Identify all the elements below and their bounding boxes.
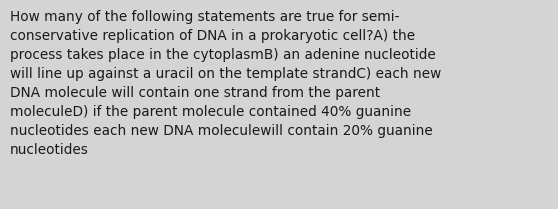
Text: How many of the following statements are true for semi-
conservative replication: How many of the following statements are…: [10, 10, 441, 157]
